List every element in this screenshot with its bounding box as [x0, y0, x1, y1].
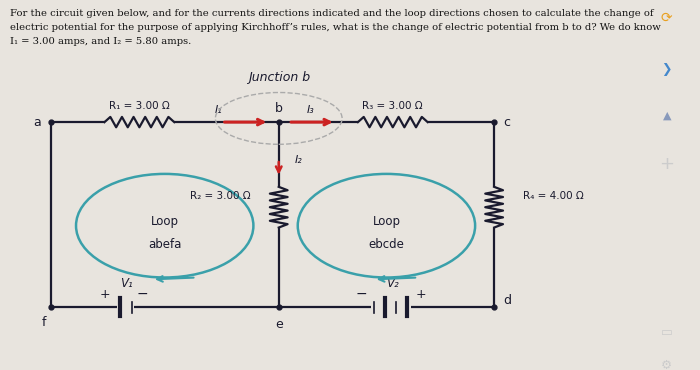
Text: For the circuit given below, and for the currents directions indicated and the l: For the circuit given below, and for the…: [10, 9, 653, 18]
Text: abefa: abefa: [148, 238, 181, 251]
Text: I₁: I₁: [215, 105, 223, 115]
Text: −: −: [136, 287, 148, 301]
Text: I₁ = 3.00 amps, and I₂ = 5.80 amps.: I₁ = 3.00 amps, and I₂ = 5.80 amps.: [10, 37, 191, 46]
Text: R₄ = 4.00 Ω: R₄ = 4.00 Ω: [523, 191, 583, 201]
Text: +: +: [416, 287, 426, 301]
Text: c: c: [503, 115, 510, 129]
Text: ❯: ❯: [662, 63, 672, 76]
Text: Loop: Loop: [150, 215, 178, 229]
Text: ▲: ▲: [662, 111, 671, 121]
Text: e: e: [275, 318, 283, 331]
Text: d: d: [503, 294, 512, 307]
Text: a: a: [34, 115, 41, 129]
Text: b: b: [275, 102, 283, 115]
Text: f: f: [42, 316, 47, 329]
Text: +: +: [659, 155, 674, 174]
Text: Loop: Loop: [372, 215, 400, 229]
Text: Junction b: Junction b: [248, 71, 310, 84]
Text: ▭: ▭: [661, 326, 673, 339]
Text: R₂ = 3.00 Ω: R₂ = 3.00 Ω: [190, 191, 250, 201]
Text: ⟳: ⟳: [661, 11, 673, 25]
Text: R₁ = 3.00 Ω: R₁ = 3.00 Ω: [109, 101, 169, 111]
Text: −: −: [356, 287, 367, 301]
Text: electric potential for the purpose of applying Kirchhoff’s rules, what is the ch: electric potential for the purpose of ap…: [10, 23, 660, 32]
Text: ⚙: ⚙: [661, 359, 673, 370]
Text: R₃ = 3.00 Ω: R₃ = 3.00 Ω: [363, 101, 423, 111]
Text: ebcde: ebcde: [368, 238, 405, 251]
Text: I₂: I₂: [295, 155, 302, 165]
Text: +: +: [99, 287, 110, 301]
Text: V₂: V₂: [386, 278, 399, 290]
Text: V₁: V₁: [120, 278, 133, 290]
Text: I₃: I₃: [307, 105, 314, 115]
